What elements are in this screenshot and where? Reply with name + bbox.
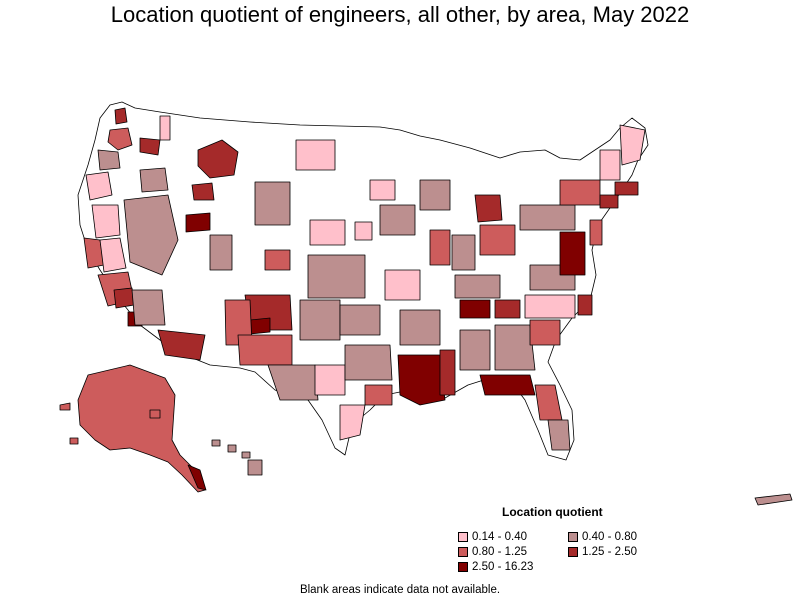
- region-florida-panhandle: [479, 374, 536, 396]
- region-oklahoma: [339, 304, 381, 336]
- region-georgia: [494, 324, 536, 371]
- region-idaho-east: [191, 182, 215, 201]
- region-texas-houston: [364, 384, 393, 406]
- legend-label-1: 0.40 - 0.80: [582, 531, 637, 543]
- region-north-carolina: [524, 294, 576, 319]
- legend-item-0: 0.14 - 0.40: [458, 531, 527, 543]
- region-california-north: [91, 204, 121, 239]
- region-colorado-front: [264, 249, 291, 271]
- legend-item-4: 2.50 - 16.23: [458, 561, 533, 573]
- region-washington-west: [107, 127, 133, 151]
- region-kentucky: [454, 274, 501, 299]
- region-south-carolina: [529, 319, 561, 346]
- region-nebraska: [309, 219, 346, 246]
- region-massachusetts: [614, 181, 639, 196]
- legend-label-0: 0.14 - 0.40: [472, 531, 527, 543]
- legend-swatch-0: [458, 532, 468, 542]
- region-south-dakota: [354, 221, 373, 241]
- region-maryland-dc: [559, 231, 586, 276]
- legend-label-4: 2.50 - 16.23: [472, 561, 534, 573]
- region-wyoming: [254, 181, 291, 226]
- region-indiana: [451, 234, 476, 271]
- region-montana-west: [197, 139, 239, 179]
- region-alaska-island-3: [149, 409, 161, 419]
- region-hawaii-oahu: [227, 444, 237, 453]
- region-montana-east: [295, 139, 336, 171]
- region-mississippi: [439, 349, 456, 396]
- region-nevada: [123, 194, 179, 276]
- region-texas-panhandle: [299, 299, 341, 341]
- region-louisiana: [397, 354, 446, 406]
- region-wisconsin: [419, 179, 451, 211]
- region-maine: [619, 124, 646, 166]
- region-texas-coast: [339, 404, 366, 441]
- region-texas-central: [314, 364, 346, 396]
- legend-item-3: 1.25 - 2.50: [568, 546, 637, 558]
- region-oregon-portland: [97, 149, 121, 171]
- region-california-la: [113, 287, 135, 309]
- region-utah-slc: [185, 212, 211, 233]
- legend-swatch-1: [568, 532, 578, 542]
- legend-item-1: 0.40 - 0.80: [568, 531, 637, 543]
- region-idaho-north: [159, 115, 171, 141]
- region-texas-east: [344, 344, 393, 381]
- region-iowa: [379, 204, 416, 236]
- legend-label-3: 1.25 - 2.50: [582, 546, 637, 558]
- region-michigan: [474, 194, 503, 223]
- region-hawaii-kauai: [211, 439, 221, 447]
- region-ohio: [479, 224, 516, 256]
- legend-swatch-3: [568, 547, 578, 557]
- region-alaska: [77, 364, 206, 493]
- region-new-york: [559, 179, 601, 206]
- region-idaho-boise: [139, 167, 169, 193]
- region-illinois: [429, 229, 451, 266]
- region-washington-east: [139, 137, 161, 156]
- region-tennessee: [459, 299, 491, 319]
- region-missouri: [384, 269, 421, 301]
- region-arizona-south: [157, 329, 206, 361]
- region-california-central: [99, 237, 127, 273]
- region-arizona-west: [131, 289, 166, 326]
- region-puerto-rico: [754, 493, 793, 506]
- legend-title: Location quotient: [502, 505, 603, 519]
- region-tennessee-east: [494, 299, 521, 319]
- region-alaska-island-1: [59, 402, 71, 411]
- region-alabama: [459, 329, 491, 371]
- legend-swatch-4: [458, 562, 468, 572]
- region-texas-west: [267, 364, 319, 401]
- region-vermont-nh: [599, 149, 621, 181]
- data-availability-note: Blank areas indicate data not available.: [299, 584, 501, 596]
- region-new-jersey: [589, 219, 603, 246]
- map-title: Location quotient of engineers, all othe…: [110, 2, 690, 27]
- region-connecticut: [599, 194, 619, 209]
- region-utah: [209, 234, 233, 271]
- region-kansas: [307, 254, 366, 299]
- region-new-mexico-abq: [249, 317, 271, 335]
- region-new-mexico-south: [237, 334, 293, 366]
- region-washington-seattle: [114, 107, 128, 125]
- region-hawaii-maui: [241, 451, 251, 459]
- legend-item-2: 0.80 - 1.25: [458, 546, 527, 558]
- legend-swatch-2: [458, 547, 468, 557]
- region-alaska-island-2: [69, 437, 79, 445]
- region-arkansas: [399, 309, 441, 346]
- region-pennsylvania: [519, 204, 576, 231]
- region-alaska-southeast: [187, 464, 207, 491]
- legend-label-2: 0.80 - 1.25: [472, 546, 527, 558]
- region-nc-coast: [577, 294, 593, 316]
- region-oregon-south: [85, 171, 113, 201]
- region-florida-south: [547, 419, 571, 451]
- region-minnesota: [369, 179, 396, 201]
- region-hawaii-big-island: [247, 459, 263, 476]
